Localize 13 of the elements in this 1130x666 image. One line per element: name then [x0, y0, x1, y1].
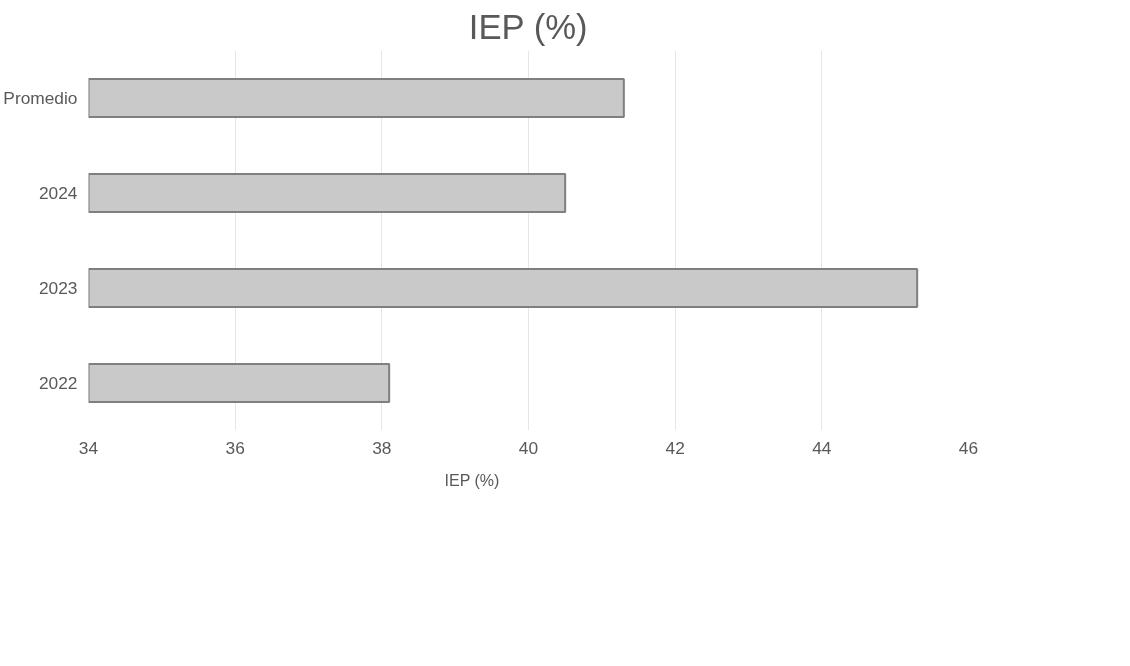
y-tick-label: Promedio [3, 88, 78, 108]
text: IEP (%) [444, 472, 500, 490]
x-tick-label: 42 [665, 437, 685, 458]
y-tick-label: 2023 [38, 278, 78, 298]
x-tick-label: 40 [518, 437, 539, 458]
y-tick-label: 2024 [38, 183, 78, 203]
x-tick-label: 36 [225, 437, 245, 458]
y-tick-label: 2022 [38, 373, 78, 393]
x-tick-label: 44 [812, 437, 832, 458]
chart-title: IEP (%) [468, 7, 588, 46]
x-tick-label: 34 [78, 437, 99, 458]
x-tick-label: 46 [958, 437, 979, 458]
x-tick-label: 38 [372, 437, 392, 458]
